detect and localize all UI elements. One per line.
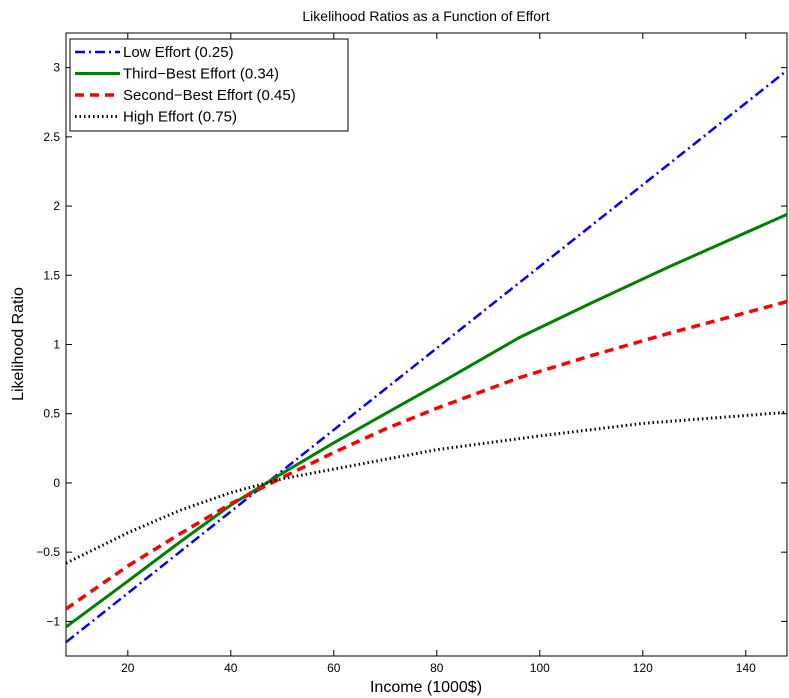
legend: Low Effort (0.25) Third−Best Effort (0.34… — [69, 38, 349, 132]
series-line-2 — [65, 213, 788, 629]
axis-ticks: 20 40 60 80 100 120 140 −1 −0.5 0 0.5 1 1.5 2 2.5 3 — [36, 33, 787, 675]
x-tick-label: 20 — [121, 661, 135, 675]
y-tick-label: 2 — [53, 199, 60, 213]
series-line-1 — [65, 69, 788, 644]
x-tick-label: 100 — [530, 661, 550, 675]
series-lines — [65, 69, 788, 644]
x-axis-label: Income (1000$) — [370, 679, 482, 696]
chart-title: Likelihood Ratios as a Function of Effor… — [302, 8, 549, 24]
x-tick-label: 60 — [327, 661, 341, 675]
legend-label-4: High Effort (0.75) — [123, 109, 237, 126]
y-tick-label: 2.5 — [43, 130, 60, 144]
y-tick-label: 1.5 — [43, 268, 60, 282]
x-tick-label: 40 — [224, 661, 238, 675]
x-tick-label: 140 — [736, 661, 756, 675]
y-tick-label: −0.5 — [36, 545, 60, 559]
y-axis-label: Likelihood Ratio — [10, 287, 27, 401]
series-line-3 — [65, 299, 788, 611]
series-line-4 — [65, 410, 788, 565]
y-tick-label: 0 — [53, 476, 60, 490]
plot-area — [65, 32, 788, 657]
x-tick-label: 120 — [633, 661, 653, 675]
legend-label-2: Third−Best Effort (0.34) — [123, 66, 279, 83]
legend-label-1: Low Effort (0.25) — [123, 44, 234, 61]
y-tick-label: −1 — [46, 614, 60, 628]
x-tick-label: 80 — [430, 661, 444, 675]
y-tick-label: 3 — [53, 61, 60, 75]
legend-label-3: Second−Best Effort (0.45) — [123, 87, 296, 104]
y-tick-label: 1 — [53, 338, 60, 352]
y-tick-label: 0.5 — [43, 407, 60, 421]
